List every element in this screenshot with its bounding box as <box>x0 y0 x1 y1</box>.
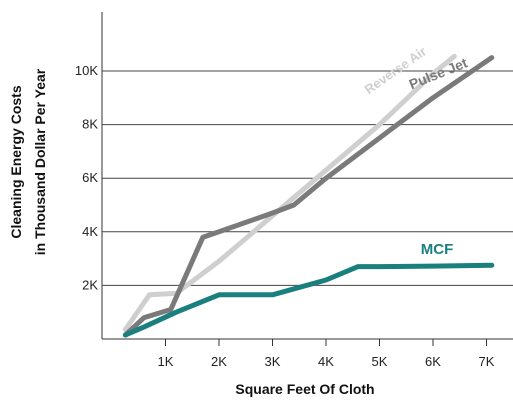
series-line-mcf <box>122 262 495 338</box>
y-tick-label: 6K <box>82 170 98 185</box>
series-lines <box>122 53 495 338</box>
x-tick-label: 2K <box>211 354 227 369</box>
series-line-reverse-air <box>122 53 457 333</box>
y-tick-label: 8K <box>82 117 98 132</box>
x-tick-label: 5K <box>372 354 388 369</box>
tick-labels: 2K 4K 6K 8K 10K 1K 2K 3K 4K 5K 6K 7K <box>75 63 495 369</box>
gridlines <box>102 70 513 286</box>
series-label-mcf: MCF <box>421 241 454 258</box>
y-axis-title-line2: in Thousand Dollar Per Year <box>32 68 48 255</box>
x-tick-label: 7K <box>479 354 495 369</box>
y-tick-label: 10K <box>75 63 98 78</box>
x-tick-label: 4K <box>318 354 334 369</box>
axes <box>101 12 513 346</box>
x-tick-label: 3K <box>265 354 281 369</box>
series-line-pulse-jet <box>122 55 495 338</box>
y-tick-label: 2K <box>82 277 98 292</box>
x-tick-label: 6K <box>425 354 441 369</box>
y-axis-title-line1: Cleaning Energy Costs <box>8 85 24 238</box>
y-tick-label: 4K <box>82 224 98 239</box>
x-axis-title: Square Feet Of Cloth <box>235 381 374 397</box>
x-tick-label: 1K <box>158 354 174 369</box>
